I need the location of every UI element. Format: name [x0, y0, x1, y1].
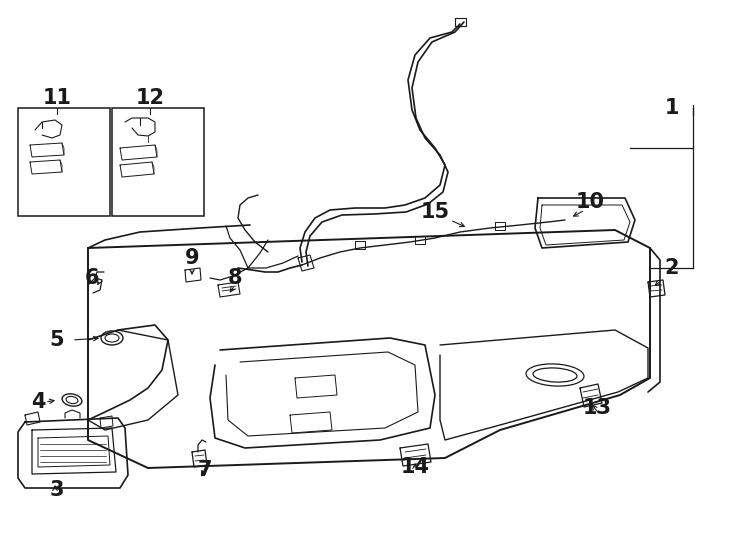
Text: 3: 3	[50, 480, 65, 500]
Text: 5: 5	[50, 330, 65, 350]
Text: 4: 4	[31, 392, 46, 412]
Text: 1: 1	[665, 98, 679, 118]
Text: 14: 14	[401, 457, 429, 477]
Text: 8: 8	[228, 268, 242, 288]
Text: 6: 6	[84, 268, 99, 288]
Bar	[18, 108, 110, 216]
Text: 9: 9	[185, 248, 200, 268]
Text: 11: 11	[43, 88, 71, 108]
Text: 12: 12	[136, 88, 164, 108]
Text: 10: 10	[575, 192, 605, 212]
Text: 7: 7	[197, 460, 212, 480]
Bar	[112, 108, 204, 216]
Text: 2: 2	[665, 258, 679, 278]
Text: 15: 15	[421, 202, 449, 222]
Text: 13: 13	[583, 398, 611, 418]
